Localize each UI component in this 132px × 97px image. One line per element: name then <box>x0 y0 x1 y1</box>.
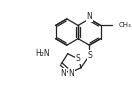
Text: N: N <box>69 69 74 78</box>
Text: N: N <box>86 13 92 21</box>
Text: N: N <box>60 69 66 78</box>
Text: H₂N: H₂N <box>35 49 50 58</box>
Text: S: S <box>76 54 81 63</box>
Text: CH₃: CH₃ <box>119 22 131 28</box>
Text: S: S <box>88 51 93 60</box>
